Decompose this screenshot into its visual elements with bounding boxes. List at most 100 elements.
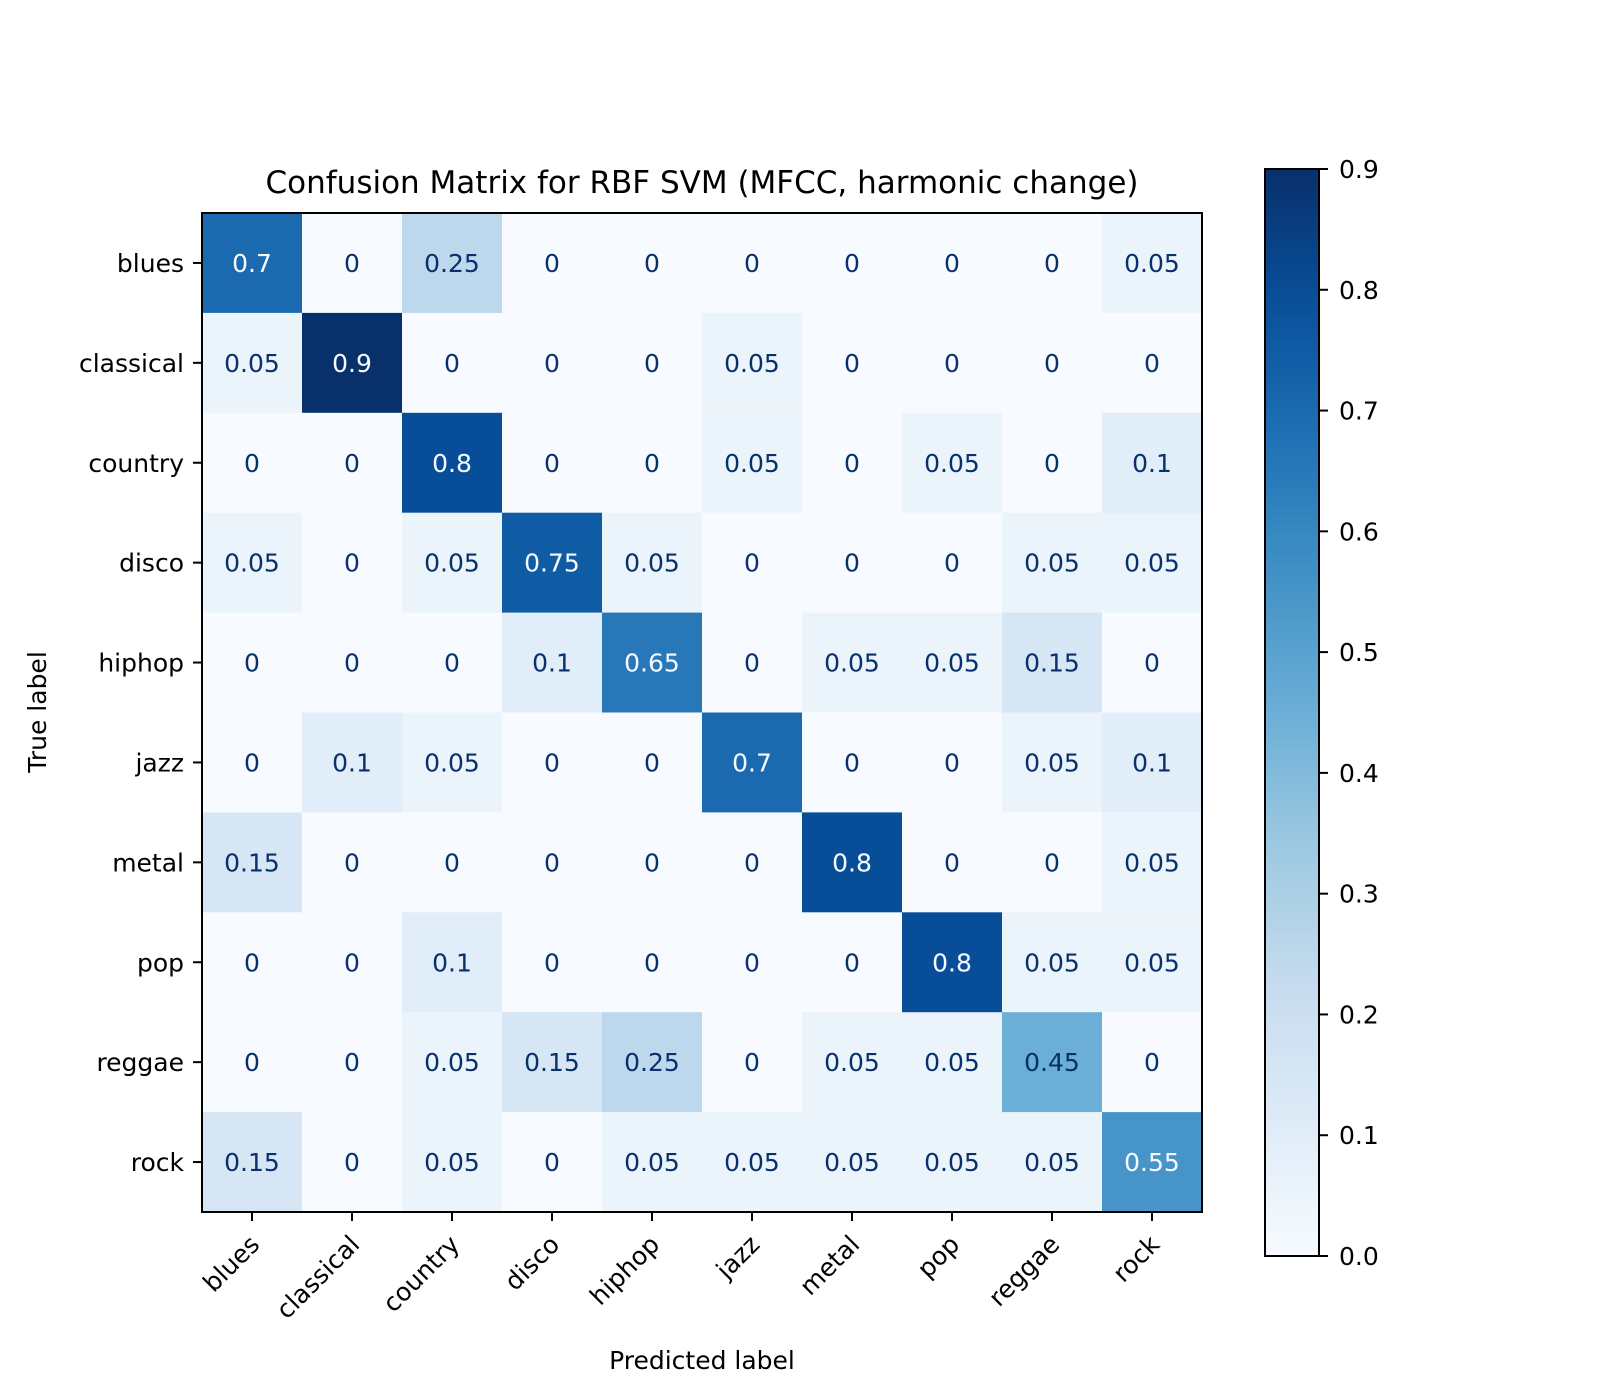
heatmap-cell	[202, 412, 303, 514]
cell-value-label: 0.05	[1124, 249, 1180, 278]
heatmap-cell	[602, 1112, 703, 1213]
x-tick-label: jazz	[710, 1230, 766, 1286]
cell-value-label: 0	[744, 1048, 760, 1077]
heatmap-cell	[1002, 1112, 1103, 1213]
cell-value-label: 0	[344, 848, 360, 877]
cell-value-label: 0.05	[624, 1148, 680, 1177]
cell-value-label: 0.25	[624, 1048, 680, 1077]
cell-value-label: 0.8	[832, 848, 872, 877]
cell-value-label: 0.15	[224, 1148, 280, 1177]
cell-value-label: 0	[744, 249, 760, 278]
heatmap-cell	[502, 612, 603, 713]
heatmap-cell	[1102, 1012, 1203, 1113]
heatmap-cell	[502, 812, 603, 913]
cell-value-label: 0	[1044, 449, 1060, 478]
heatmap-cell	[602, 213, 703, 314]
cell-value-label: 0	[544, 848, 560, 877]
heatmap-cell	[702, 812, 803, 913]
x-tick-label: hiphop	[584, 1230, 665, 1311]
heatmap-cell	[1002, 213, 1103, 314]
heatmap-cell	[402, 412, 503, 514]
cell-value-label: 0.05	[224, 549, 280, 578]
heatmap-cell	[202, 512, 303, 614]
heatmap-cell	[902, 912, 1003, 1013]
colorbar-tick-label: 0.7	[1339, 397, 1379, 426]
cell-value-label: 0.1	[1132, 748, 1172, 777]
heatmap-cell	[1002, 512, 1103, 614]
cell-value-label: 0	[344, 1048, 360, 1077]
heatmap-cell	[902, 412, 1003, 514]
cell-value-label: 0	[1144, 1048, 1160, 1077]
cell-value-label: 0	[544, 249, 560, 278]
colorbar-frame	[1264, 168, 1320, 1257]
heatmap-cell	[802, 512, 903, 614]
cell-value-label: 0	[344, 449, 360, 478]
heatmap-cell	[902, 512, 1003, 614]
cell-value-label: 0	[644, 848, 660, 877]
y-tick-label: reggae	[96, 1048, 184, 1077]
cell-value-label: 0	[744, 948, 760, 977]
cell-value-label: 0	[544, 948, 560, 977]
heatmap-cell	[902, 1012, 1003, 1113]
cell-value-label: 0	[644, 249, 660, 278]
heatmap-cell	[502, 912, 603, 1013]
cell-value-labels: 0.7 0 0.25 0 0 0 0 0 0 0.05 0.05 0.9 0 0 0 0.05 0 0 0 0 0 0 0.…	[224, 249, 1180, 1177]
heatmap-cell	[602, 512, 703, 614]
cell-value-label: 0.05	[824, 649, 880, 678]
colorbar-tick-label: 0.4	[1339, 759, 1379, 788]
heatmap-cell	[202, 213, 303, 314]
heatmap-cell	[702, 412, 803, 514]
heatmap-cell	[402, 213, 503, 314]
heatmap-cell	[902, 812, 1003, 913]
heatmap-cell	[502, 1112, 603, 1213]
heatmap-cell	[1002, 912, 1103, 1013]
heatmap-cell	[702, 1012, 803, 1113]
heatmap-cell	[402, 712, 503, 813]
heatmap-cell	[1102, 912, 1203, 1013]
cell-value-label: 0.65	[624, 649, 680, 678]
cell-value-label: 0	[444, 649, 460, 678]
cell-value-label: 0.05	[1024, 549, 1080, 578]
cell-value-label: 0.05	[424, 549, 480, 578]
heatmap-cell	[202, 712, 303, 813]
heatmap-cell	[302, 1112, 403, 1213]
heatmap-cell	[202, 912, 303, 1013]
cell-value-label: 0.05	[924, 449, 980, 478]
cell-value-label: 0.1	[332, 748, 372, 777]
heatmap-cell	[302, 912, 403, 1013]
heatmap-cell	[802, 1012, 903, 1113]
heatmap-cell	[402, 1012, 503, 1113]
colorbar-tick-label: 0.6	[1339, 517, 1379, 546]
cell-value-label: 0	[844, 948, 860, 977]
y-tick-label: classical	[79, 349, 184, 378]
cell-value-label: 0.05	[424, 1048, 480, 1077]
cell-value-label: 0	[244, 449, 260, 478]
cell-value-label: 0.05	[224, 349, 280, 378]
cell-value-label: 0	[344, 649, 360, 678]
cell-value-label: 0.05	[1124, 848, 1180, 877]
heatmap-cell	[302, 213, 403, 314]
x-tick-label: country	[377, 1230, 465, 1318]
heatmap-cell	[202, 612, 303, 713]
y-tick-label: pop	[137, 948, 184, 977]
cell-value-label: 0	[544, 449, 560, 478]
cell-value-label: 0	[644, 748, 660, 777]
cell-value-label: 0.05	[1024, 748, 1080, 777]
colorbar	[1265, 169, 1319, 1256]
cell-value-label: 0.25	[424, 249, 480, 278]
cell-value-label: 0	[944, 249, 960, 278]
heatmap-cell	[302, 312, 403, 414]
heatmap-cell	[702, 312, 803, 414]
heatmap-cell	[902, 213, 1003, 314]
cell-value-label: 0.05	[924, 1048, 980, 1077]
colorbar-tick-label: 0.1	[1339, 1121, 1379, 1150]
heatmap-cell	[402, 512, 503, 614]
heatmap-cell	[202, 812, 303, 913]
cell-value-label: 0.15	[524, 1048, 580, 1077]
cell-value-label: 0	[1144, 649, 1160, 678]
cell-value-label: 0	[344, 1148, 360, 1177]
heatmap-cell	[1102, 412, 1203, 514]
cell-value-label: 0	[1044, 249, 1060, 278]
heatmap-cell	[702, 712, 803, 813]
